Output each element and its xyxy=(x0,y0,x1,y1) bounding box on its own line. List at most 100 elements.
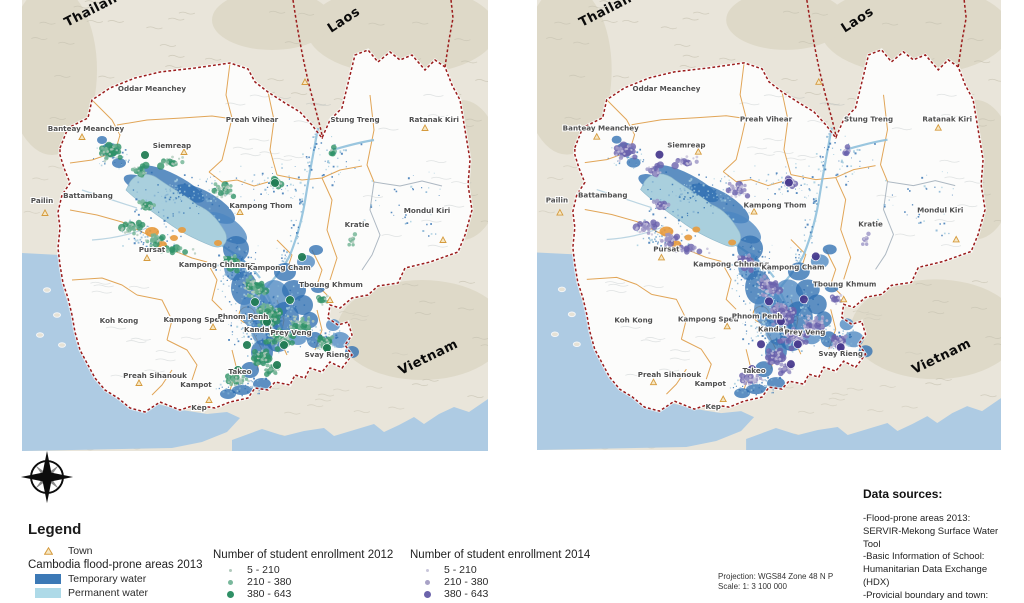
legend-enrollment-2014: Number of student enrollment 2014 5 - 21… xyxy=(410,549,590,600)
town-triangle-icon xyxy=(719,395,727,403)
town-triangle-icon xyxy=(649,378,658,386)
enrollment-2014-class-row: 210 - 380 xyxy=(410,576,590,588)
province-label: Kampong Speu xyxy=(678,314,739,323)
province-label: Preah Vihear xyxy=(226,115,279,124)
projection-info: Projection: WGS84 Zone 48 N P Scale: 1: … xyxy=(718,572,833,591)
town-triangle-icon xyxy=(750,207,758,215)
cambodia-map-2012: Oddar Meanchey Banteay Meanchey Siemreap Pr… xyxy=(22,0,488,451)
town-triangle-icon xyxy=(556,208,564,216)
province-label: Stung Treng xyxy=(844,115,893,124)
province-label: Kampot xyxy=(180,380,212,389)
town-triangle-icon xyxy=(421,124,429,131)
town-triangle-icon xyxy=(41,209,49,216)
town-triangle-icon xyxy=(952,235,960,243)
dot-small-2012 xyxy=(228,568,232,572)
province-label: Kep xyxy=(191,403,206,412)
town-triangle-icon xyxy=(593,132,601,140)
province-label: Kampong Chhnang xyxy=(693,259,769,268)
province-label: Pailin xyxy=(31,196,53,205)
province-label: Phnom Penh xyxy=(218,312,269,321)
enrollment-2014-title: Number of student enrollment 2014 xyxy=(410,549,591,561)
town-triangle-icon xyxy=(657,253,666,261)
enrollment-2012-title: Number of student enrollment 2012 xyxy=(213,549,394,561)
province-label: Svay Rieng xyxy=(305,350,350,359)
province-label: Prey Veng xyxy=(784,327,825,336)
province-label: Kampong Speu xyxy=(163,315,224,324)
projection-line: Projection: WGS84 Zone 48 N P xyxy=(718,572,834,581)
enrollment-2012-class-row: 210 - 380 xyxy=(213,576,393,588)
temporary-water-label: Temporary water xyxy=(68,572,147,585)
enrollment-2012-class-row: 5 - 210 xyxy=(213,564,393,576)
data-sources-title: Data sources: xyxy=(863,487,943,501)
province-label: Kampong Cham xyxy=(247,263,311,272)
province-label: Tboung Khmum xyxy=(299,280,363,289)
town-triangle-icon xyxy=(439,236,447,243)
flood-group-title: Cambodia flood-prone areas 2013 xyxy=(28,559,203,571)
legend: Legend Town Cambodia flood-prone areas 2… xyxy=(28,521,203,600)
town-triangle-icon xyxy=(135,379,143,386)
province-label: Tboung Khmum xyxy=(813,279,876,288)
province-label: Koh Kong xyxy=(100,316,139,325)
legend-temporary-water-row: Temporary water xyxy=(28,572,203,585)
province-label: Preah Sihanouk xyxy=(123,371,187,380)
province-label: Kampong Chhnang xyxy=(179,260,256,269)
legend-permanent-water-row: Permanent water xyxy=(28,586,203,599)
town-triangle-icon xyxy=(180,148,188,155)
town-triangle-icon xyxy=(301,78,309,85)
town-triangle-icon xyxy=(28,546,68,555)
town-triangle-icon xyxy=(815,77,823,85)
province-label: Mondul Kiri xyxy=(404,206,450,215)
permanent-water-swatch xyxy=(35,587,61,598)
cambodia-map-2014: Oddar Meanchey Banteay Meanchey Siemreap Pr… xyxy=(537,0,1001,450)
province-label: Stung Treng xyxy=(330,115,379,124)
town-label: Town xyxy=(68,544,93,557)
town-triangle-icon xyxy=(723,322,731,330)
dot-large-2014 xyxy=(423,590,431,598)
province-label: Kampong Cham xyxy=(761,262,824,271)
town-triangle-icon xyxy=(839,295,848,303)
province-label: Koh Kong xyxy=(614,315,652,324)
province-label: Kratie xyxy=(345,220,370,229)
data-sources: Data sources: -Flood-prone areas 2013: S… xyxy=(863,487,1015,603)
province-label: Kampot xyxy=(695,379,727,388)
town-triangle-icon xyxy=(694,147,703,155)
permanent-water-label: Permanent water xyxy=(68,586,148,599)
province-label: Takeo xyxy=(228,367,251,376)
province-label: Mondul Kiri xyxy=(917,206,963,215)
province-label: Ratanak Kiri xyxy=(409,115,459,124)
dot-large-2012 xyxy=(226,590,234,598)
province-label: Battambang xyxy=(578,191,628,200)
town-triangle-icon xyxy=(205,396,213,403)
province-label: Phnom Penh xyxy=(732,311,783,320)
province-label: Kep xyxy=(706,402,721,411)
town-triangle-icon xyxy=(326,296,334,303)
compass-rose-icon xyxy=(20,450,74,504)
province-label: Svay Rieng xyxy=(818,349,863,358)
province-label: Takeo xyxy=(743,366,766,375)
province-label: Banteay Meanchey xyxy=(563,124,639,133)
province-label: Kandal xyxy=(244,325,272,334)
town-triangle-icon xyxy=(78,133,86,140)
town-triangle-icon xyxy=(143,254,151,261)
dot-medium-2014 xyxy=(424,579,430,585)
province-label: Siemreap xyxy=(153,141,191,150)
province-label: Preah Sihanouk xyxy=(638,370,702,379)
province-label: Oddar Meanchey xyxy=(633,84,701,93)
map-enrollment-2014: Oddar Meanchey Banteay Meanchey Siemreap Pr… xyxy=(537,0,1001,450)
province-label: Pailin xyxy=(546,196,568,205)
map-enrollment-2012: Oddar Meanchey Banteay Meanchey Siemreap Pr… xyxy=(22,0,488,451)
province-label: Pursat xyxy=(139,245,166,254)
enrollment-2012-class-row: 380 - 643 xyxy=(213,588,393,600)
legend-town-row: Town xyxy=(28,544,203,557)
province-label: Ratanak Kiri xyxy=(922,115,972,124)
town-triangle-icon xyxy=(209,323,217,330)
temporary-water-swatch xyxy=(35,573,61,584)
province-label: Prey Veng xyxy=(270,328,311,337)
dot-medium-2012 xyxy=(227,579,233,585)
enrollment-2014-class-row: 5 - 210 xyxy=(410,564,590,576)
legend-enrollment-2012: Number of student enrollment 2012 5 - 21… xyxy=(213,549,393,600)
dot-small-2014 xyxy=(425,568,429,572)
province-label: Pursat xyxy=(653,244,680,253)
province-label: Kandal xyxy=(758,324,786,333)
province-label: Preah Vihear xyxy=(740,115,793,124)
